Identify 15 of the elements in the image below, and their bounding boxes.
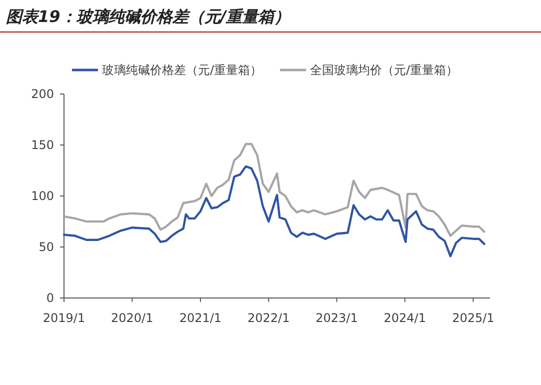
x-tick-label: 2024/1 <box>384 311 426 325</box>
chart-title: 图表19：玻璃纯碱价格差（元/重量箱） <box>6 7 290 26</box>
y-tick-label: 0 <box>46 291 54 305</box>
y-tick-label: 100 <box>31 189 54 203</box>
y-tick-label: 50 <box>38 240 54 254</box>
x-tick-label: 2021/1 <box>179 311 222 325</box>
x-tick-label: 2019/1 <box>42 311 86 325</box>
x-tick-label: 2020/1 <box>111 311 154 325</box>
x-tick-label: 2025/1 <box>452 311 494 325</box>
legend-label: 全国玻璃均价（元/重量箱） <box>310 63 458 77</box>
x-tick-label: 2023/1 <box>316 311 358 325</box>
x-tick-label: 2022/1 <box>247 311 290 325</box>
y-tick-label: 200 <box>31 87 54 101</box>
y-tick-label: 150 <box>31 138 54 152</box>
legend-label: 玻璃纯碱价格差（元/重量箱） <box>102 63 262 77</box>
